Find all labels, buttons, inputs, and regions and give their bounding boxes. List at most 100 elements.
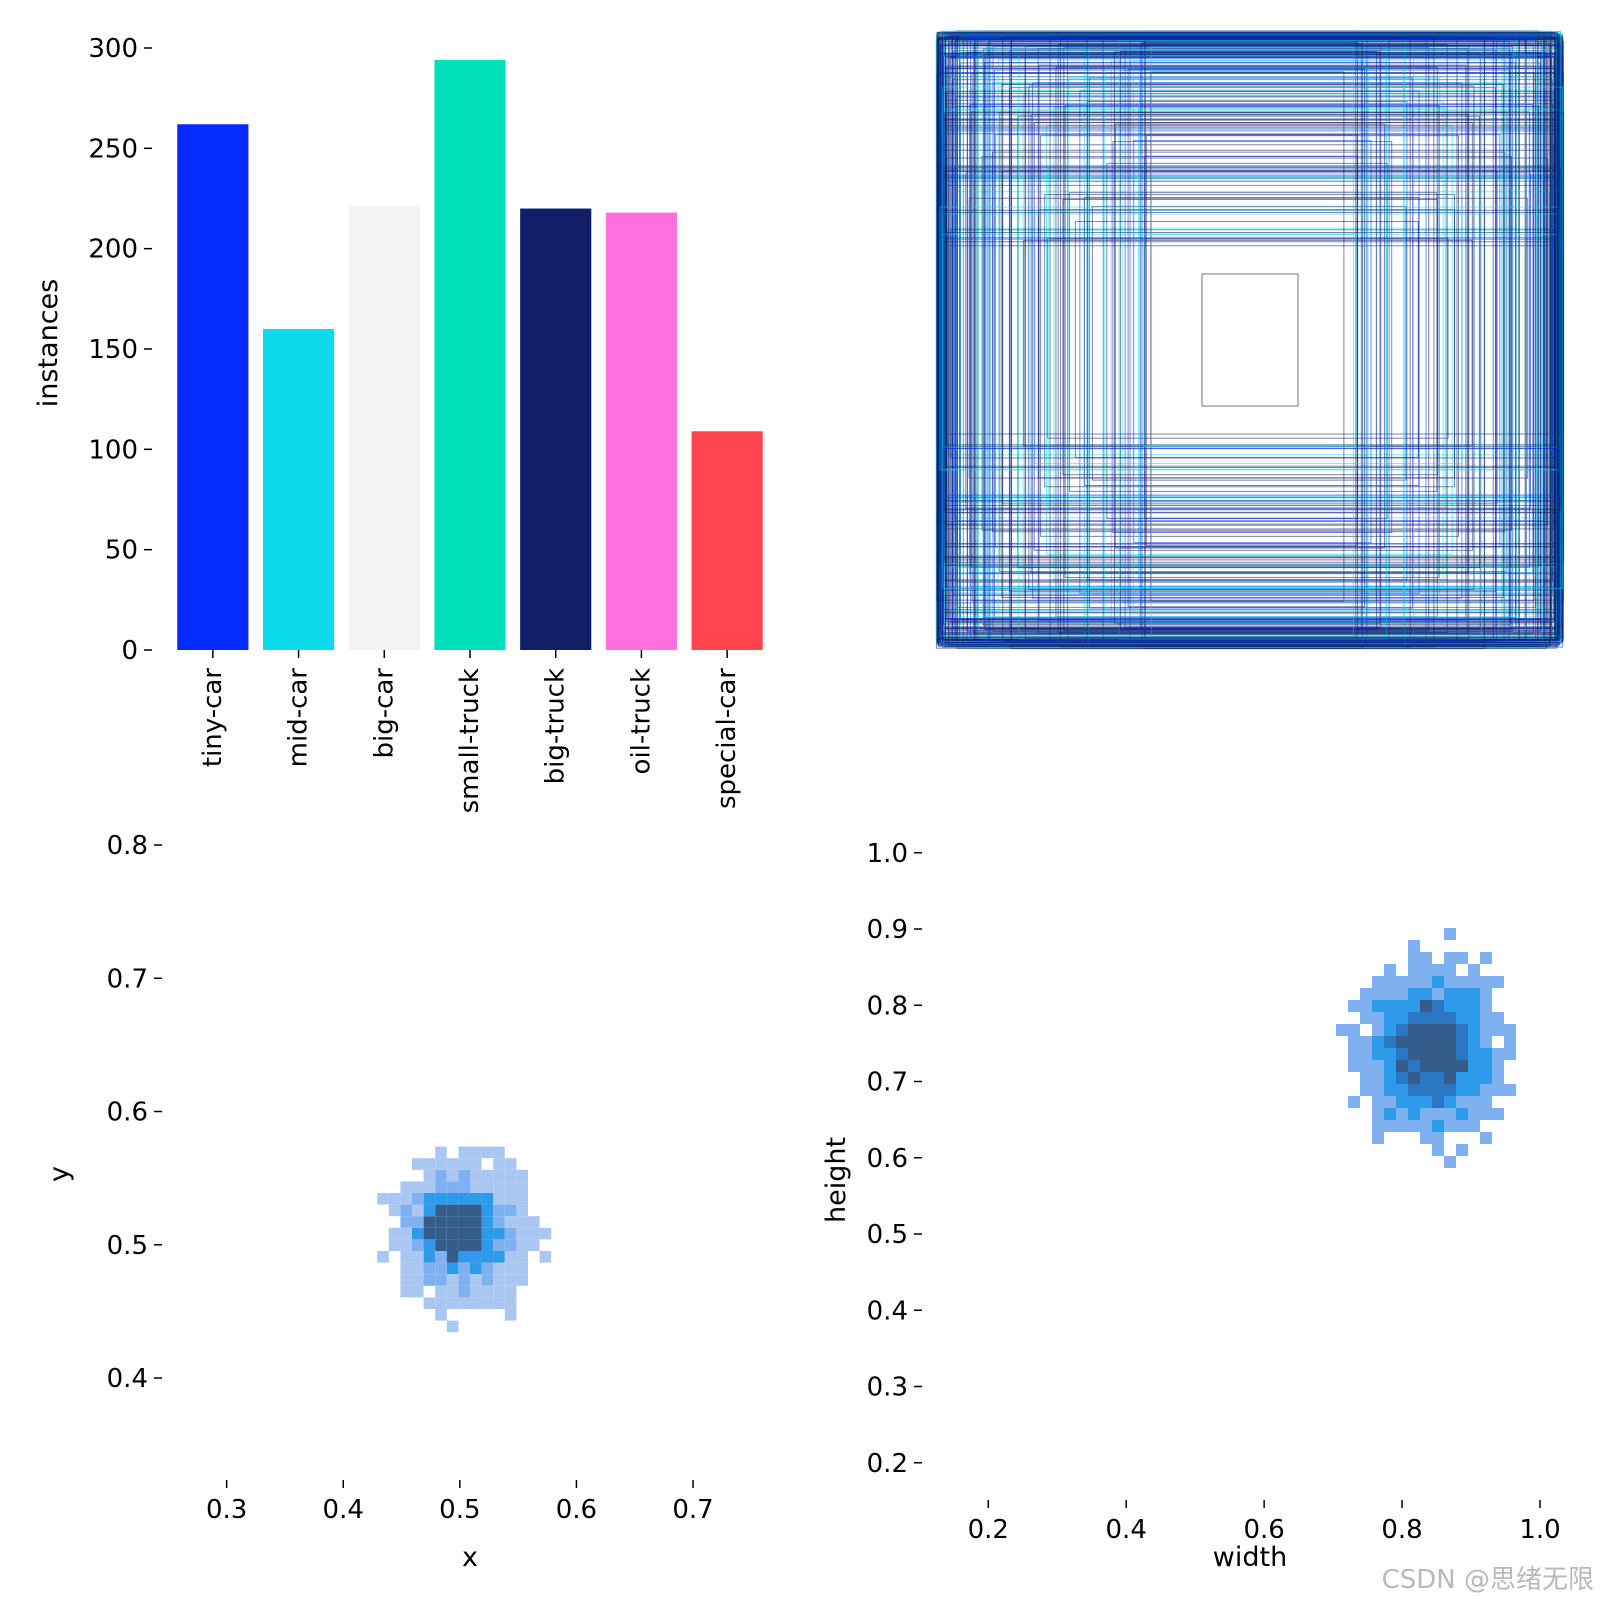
bounding-box [982,48,1514,624]
heatmap-cell [1468,1072,1480,1084]
heatmap-cell [400,1227,412,1240]
heatmap-cell [1420,1084,1432,1096]
heatmap-cell [435,1262,447,1275]
heatmap-cell [400,1285,412,1298]
heatmap-cell [1384,976,1396,988]
heatmap-cell [1480,1048,1492,1060]
heatmap-cell [446,1193,459,1205]
heatmap-cell [470,1285,482,1298]
heatmap-cell [470,1181,482,1193]
heatmap-cell [1432,1024,1444,1036]
heatmap-cell [435,1204,447,1217]
heatmap-cell [1444,952,1456,964]
heatmap-cell [504,1216,517,1228]
bounding-box [1145,134,1358,547]
heatmap-cell [1360,1072,1372,1084]
heatmap-cell [458,1285,470,1298]
heatmap-cell [1444,964,1456,976]
bounding-box [1112,141,1393,534]
y-tick-label: 0.9 [867,915,908,945]
heatmap-cell [435,1274,447,1286]
heatmap-cell [481,1285,494,1298]
heatmap-cell [528,1227,540,1240]
x-tick-label: 0.6 [556,1495,597,1525]
heatmap-cell [412,1251,424,1263]
heatmap-cell [446,1320,459,1333]
bounding-box [1150,71,1345,602]
bounding-box [942,126,1564,548]
heatmap-cell [504,1251,517,1263]
heatmap-cell [1432,1144,1444,1156]
bounding-box [965,172,1532,509]
heatmap-cell [423,1274,436,1286]
heatmap-cell [1456,1000,1468,1012]
heatmap-cell [470,1169,482,1182]
heatmap-cell [1444,1096,1456,1108]
heatmap-cell [516,1227,528,1240]
heatmap-cell [516,1204,528,1217]
heatmap-cell [458,1216,470,1228]
bounding-box [945,157,1548,526]
heatmap-cell [539,1251,552,1263]
heatmap-cell [1456,1036,1468,1048]
heatmap-cell [1492,976,1504,988]
heatmap-cell [1420,1096,1432,1108]
heatmap-cell [1408,1012,1420,1024]
width-height-heatmap-panel: 0.2 0.4 0.6 0.8 1.0 0.2 0.3 0.4 0.5 0.6 0.7 0.8 0.9 1… [821,839,1561,1573]
bounding-box [942,55,1552,625]
heatmap-cell [516,1169,528,1182]
heatmap-cell [1480,1060,1492,1072]
bounding-box [1079,90,1420,594]
bounding-box [956,56,1537,618]
bar-x-tick-label: tiny-car [198,668,228,767]
heatmap-cell [1456,1144,1468,1156]
bounding-box [1001,170,1498,505]
heatmap-cell [1444,1084,1456,1096]
heatmap-cell [493,1262,505,1275]
x-tick-label: 0.8 [1381,1515,1422,1545]
heatmap-cell [493,1274,505,1286]
heatmap-cell [1480,1084,1492,1096]
heatmap-cell [1420,1120,1432,1132]
bounding-box [937,211,1558,468]
heatmap-cell [1468,1012,1480,1024]
xy-axes: 0.3 0.4 0.5 0.6 0.7 0.4 0.5 0.6 0.7 0.8 [107,831,714,1525]
bounding-box [937,52,1556,633]
heatmap-cell [1396,1012,1408,1024]
heatmap-cell [516,1193,528,1205]
heatmap-cell [1456,1012,1468,1024]
heatmap-cell [446,1169,459,1182]
heatmap-cell [481,1274,494,1286]
bounding-box [1030,113,1469,574]
heatmap-cell [446,1262,459,1275]
heatmap-cell [435,1297,447,1309]
heatmap-cell [1420,1024,1432,1036]
heatmap-cell [1408,1048,1420,1060]
heatmap-cell [1480,1108,1492,1120]
heatmap-cell [1408,1120,1420,1132]
bar-tiny-car [177,124,249,650]
heatmap-cell [470,1204,482,1217]
heatmap-cell [1432,1048,1444,1060]
xy-heatmap-panel: 0.3 0.4 0.5 0.6 0.7 0.4 0.5 0.6 0.7 0.8 x y [44,831,714,1573]
heatmap-cell [516,1262,528,1275]
heatmap-cell [470,1227,482,1240]
heatmap-cell [388,1204,401,1217]
x-tick-label: 0.3 [206,1495,247,1525]
heatmap-cell [1456,1072,1468,1084]
heatmap-cell [470,1146,482,1159]
heatmap-cell [1504,1024,1516,1036]
heatmap-cell [470,1158,482,1170]
heatmap-cell [458,1204,470,1217]
heatmap-cell [1360,988,1372,1000]
heatmap-cell [516,1239,528,1251]
heatmap-cell [412,1193,424,1205]
heatmap-cell [1444,1036,1456,1048]
heatmap-cell [1348,1024,1360,1036]
bounding-box [1124,45,1382,628]
heatmap-cell [481,1251,494,1263]
heatmap-cell [1444,1024,1456,1036]
heatmap-cell [1348,1036,1360,1048]
heatmap-cell [481,1169,494,1182]
